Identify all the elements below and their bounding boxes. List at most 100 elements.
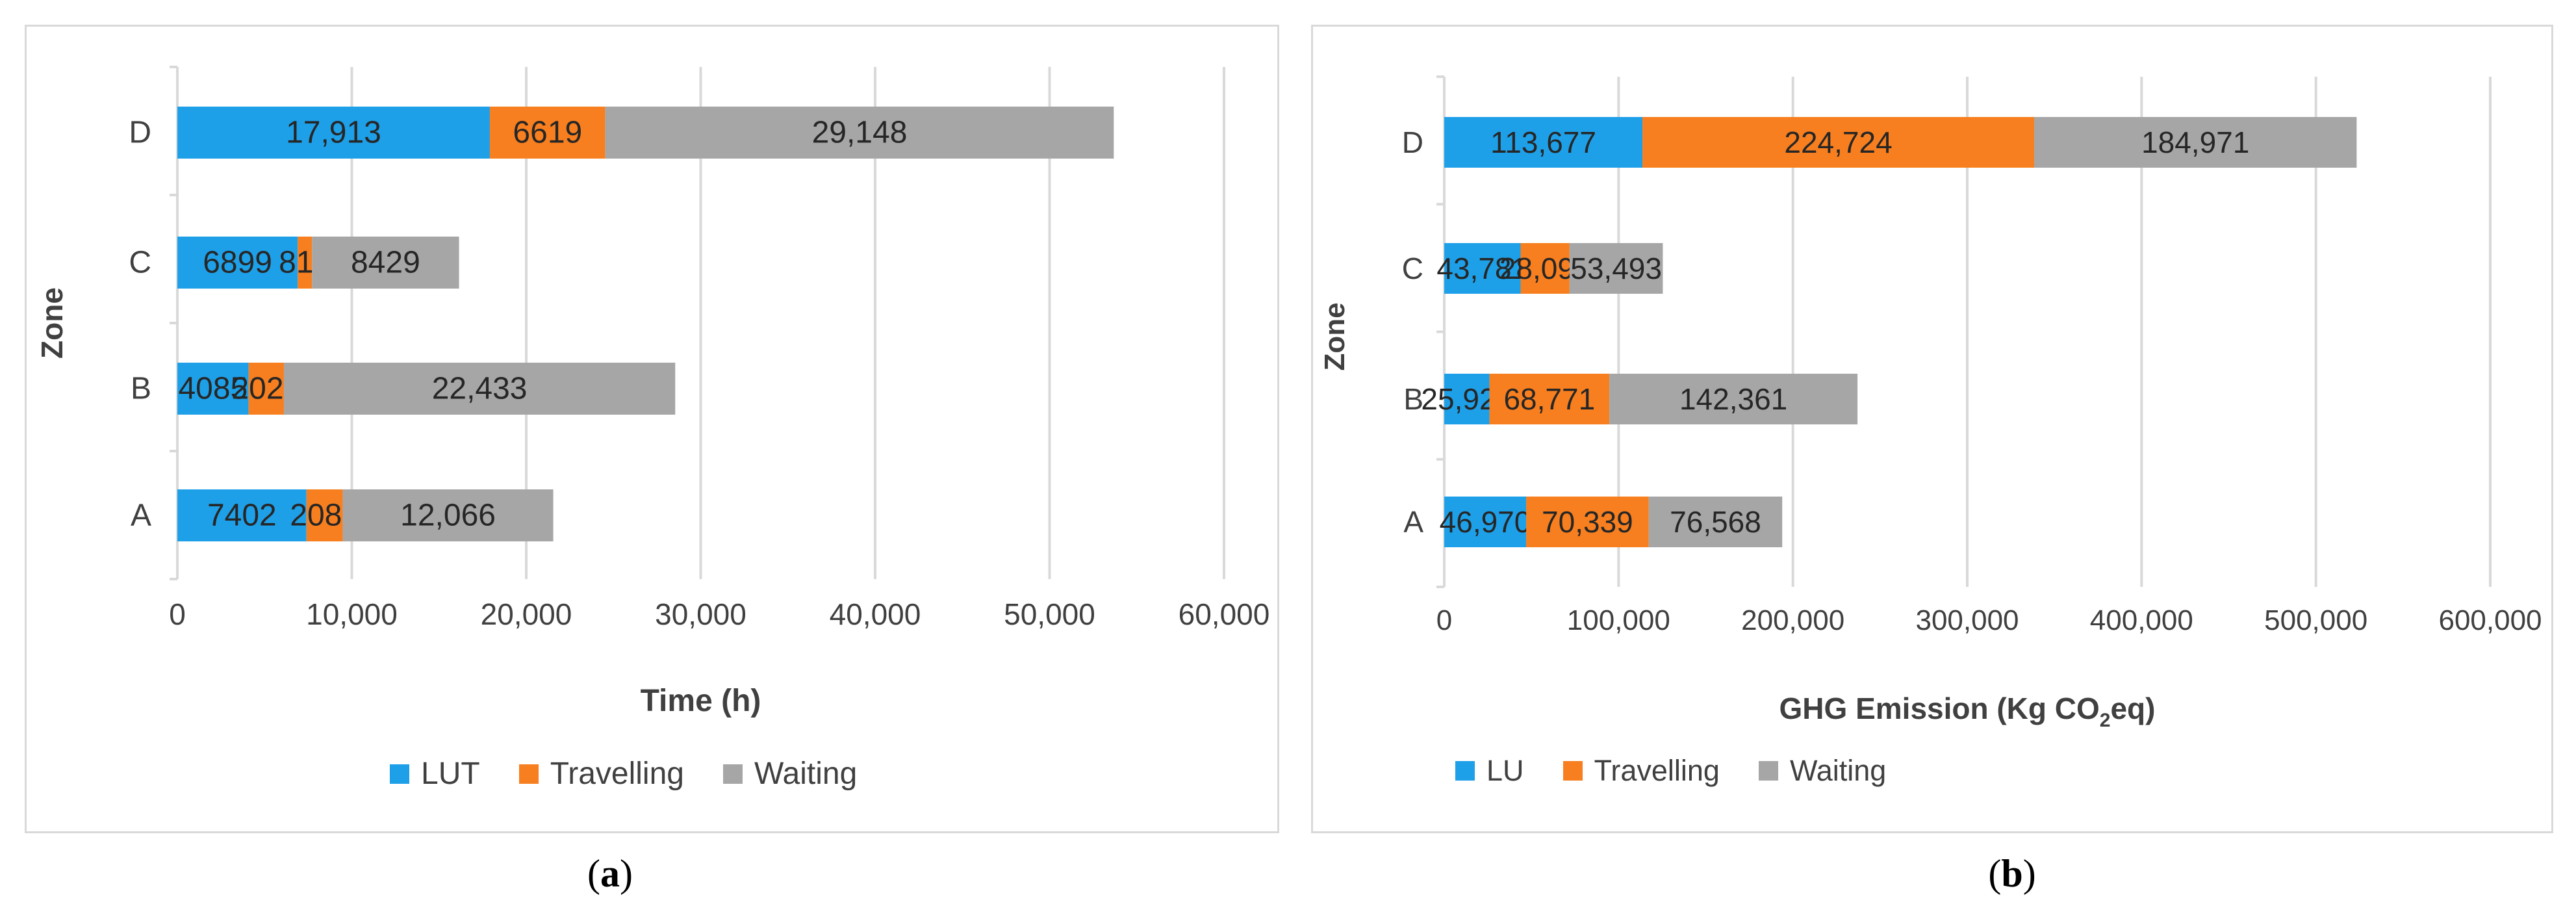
chart-a-data-label-a-waiting: 12,066 — [400, 498, 496, 533]
chart-a-bar-b-waiting — [283, 363, 676, 415]
chart-b-category-label-a: A — [1403, 505, 1423, 539]
chart-b-bar-c-waiting — [1569, 243, 1663, 294]
chart-b-x-tick-label: 200,000 — [1741, 604, 1844, 636]
caption-b: (b) — [1947, 851, 2077, 896]
legend-label-travelling: Travelling — [550, 757, 684, 791]
chart-b-x-tick-label: 300,000 — [1915, 604, 2019, 636]
chart-b-x-tick-label: 500,000 — [2264, 604, 2367, 636]
chart-a-data-label-c-lut: 6899 — [203, 246, 272, 280]
chart-b-category-label-c: C — [1402, 252, 1423, 285]
chart-a-category-label-a: A — [131, 498, 151, 533]
chart-b-bar-c-travelling — [1520, 243, 1570, 294]
chart-a-bar-a-lut — [177, 489, 307, 541]
chart-b-svg: 0 100,000 200,000 300,000 400,000 500,000 600,… — [1319, 75, 2542, 731]
caption-a-letter: a — [600, 852, 620, 895]
legend-label-travelling-b: Travelling — [1594, 754, 1720, 787]
chart-b-bar-a-travelling — [1526, 497, 1649, 547]
chart-b-bar-c-lu — [1444, 243, 1521, 294]
chart-a-x-tick-label: 50,000 — [1004, 597, 1095, 631]
legend-swatch-waiting-b — [1758, 761, 1778, 781]
legend-swatch-lut — [390, 764, 409, 784]
chart-a-x-tick-label: 20,000 — [481, 597, 572, 631]
chart-b-bar-a-waiting — [1648, 497, 1783, 547]
chart-b-data-label-b-waiting: 142,361 — [1679, 382, 1787, 416]
legend-label-waiting: Waiting — [754, 757, 858, 791]
legend-swatch-waiting — [722, 764, 743, 784]
chart-a-x-tick-label: 10,000 — [306, 597, 398, 631]
caption-b-close: ) — [2022, 852, 2036, 895]
chart-a-data-label-c-waiting: 8429 — [351, 246, 420, 280]
chart-a-x-tick-label: 60,000 — [1179, 597, 1270, 631]
chart-b-x-axis-title: GHG Emission (Kg CO2eq) — [1779, 692, 2156, 731]
chart-b-bar-b-waiting — [1609, 374, 1858, 424]
chart-a-bar-d-lut — [177, 107, 490, 159]
chart-b-bar-a-lu — [1444, 497, 1527, 547]
chart-b-x-tick-label: 600,000 — [2438, 604, 2542, 636]
caption-a-open: ( — [587, 852, 600, 895]
legend-swatch-travelling-b — [1562, 761, 1583, 781]
chart-a-data-label-d-lut: 17,913 — [286, 116, 381, 150]
chart-a-x-tick-label: 0 — [169, 597, 186, 631]
chart-a-data-label-b-lut: 4085 — [178, 372, 248, 406]
legend-item-travelling-b: Travelling — [1562, 754, 1720, 788]
chart-a-y-axis-title: Zone — [35, 287, 69, 359]
chart-b-data-label-b-travelling: 68,771 — [1503, 382, 1595, 416]
chart-a-x-tick-label: 30,000 — [655, 597, 746, 631]
chart-b-data-label-a-travelling: 70,339 — [1542, 505, 1633, 539]
legend-label-lut: LUT — [421, 757, 480, 791]
chart-b-bar-b-lu — [1444, 374, 1490, 424]
chart-a-category-label-d: D — [129, 116, 151, 150]
chart-b-x-tick-label: 0 — [1436, 604, 1452, 636]
chart-b-bar-d-waiting — [2034, 117, 2357, 168]
legend-item-waiting: Waiting — [722, 756, 858, 792]
chart-a-data-label-d-travelling: 6619 — [513, 116, 582, 150]
chart-a-data-label-a-lut: 7402 — [207, 498, 277, 533]
chart-b-data-label-a-lu: 46,970 — [1440, 505, 1531, 539]
chart-b-y-axis-title: Zone — [1319, 302, 1351, 370]
chart-b-bar-d-travelling — [1642, 117, 2035, 168]
legend-item-travelling: Travelling — [518, 756, 684, 792]
chart-b-data-label-c-lu: 43,781 — [1436, 252, 1528, 285]
caption-a-close: ) — [620, 852, 633, 895]
chart-b-category-label-b: B — [1403, 382, 1423, 416]
chart-b-x-tick-label: 400,000 — [2090, 604, 2193, 636]
chart-b-data-label-c-waiting: 53,493 — [1570, 252, 1662, 285]
legend-item-waiting-b: Waiting — [1758, 754, 1887, 788]
legend-swatch-travelling — [518, 764, 539, 784]
chart-a-bar-b-travelling — [248, 363, 284, 415]
chart-b-x-tick-label: 100,000 — [1567, 604, 1670, 636]
chart-panel-b: 0 100,000 200,000 300,000 400,000 500,000 600,… — [1311, 25, 2553, 833]
chart-b-data-label-d-lu: 113,677 — [1490, 125, 1596, 159]
caption-a: (a) — [545, 851, 675, 896]
legend-label-waiting-b: Waiting — [1789, 754, 1887, 787]
legend-item-lut: LUT — [390, 756, 480, 792]
chart-a-svg: 0 10,000 20,000 30,000 40,000 50,000 60,000 A B C… — [35, 66, 1270, 718]
chart-a-bar-c-waiting — [312, 237, 459, 289]
chart-a-data-label-d-waiting: 29,148 — [812, 116, 908, 150]
chart-b-category-label-d: D — [1402, 125, 1423, 159]
legend-swatch-lu — [1455, 761, 1475, 781]
chart-a-bar-b-lut — [177, 363, 249, 415]
chart-b-data-label-a-waiting: 76,568 — [1670, 505, 1761, 539]
chart-b-legend: LU Travelling Waiting — [1455, 754, 1886, 788]
chart-b-data-label-d-travelling: 224,724 — [1784, 125, 1892, 159]
chart-b-bar-b-travelling — [1489, 374, 1610, 424]
chart-a-x-tick-label: 40,000 — [830, 597, 921, 631]
chart-a-bar-d-travelling — [489, 107, 606, 159]
chart-a-bar-c-travelling — [298, 237, 312, 289]
chart-a-data-label-b-waiting: 22,433 — [432, 372, 528, 406]
chart-a-category-label-b: B — [131, 372, 151, 406]
caption-b-open: ( — [1988, 852, 2002, 895]
chart-a-bar-c-lut — [177, 237, 298, 289]
chart-b-bar-d-lu — [1444, 117, 1643, 168]
chart-a-category-label-c: C — [129, 246, 151, 280]
chart-a-bar-a-waiting — [342, 489, 554, 541]
legend-item-lu: LU — [1455, 754, 1524, 788]
chart-a-x-axis-title: Time (h) — [641, 684, 761, 718]
legend-label-lu: LU — [1486, 754, 1524, 787]
chart-b-data-label-d-waiting: 184,971 — [2141, 125, 2249, 159]
chart-a-bar-a-travelling — [306, 489, 343, 541]
chart-a-legend: LUT Travelling Waiting — [390, 756, 857, 792]
chart-a-bar-d-waiting — [605, 107, 1114, 159]
chart-panel-a: 0 10,000 20,000 30,000 40,000 50,000 60,000 A B C… — [25, 25, 1279, 833]
